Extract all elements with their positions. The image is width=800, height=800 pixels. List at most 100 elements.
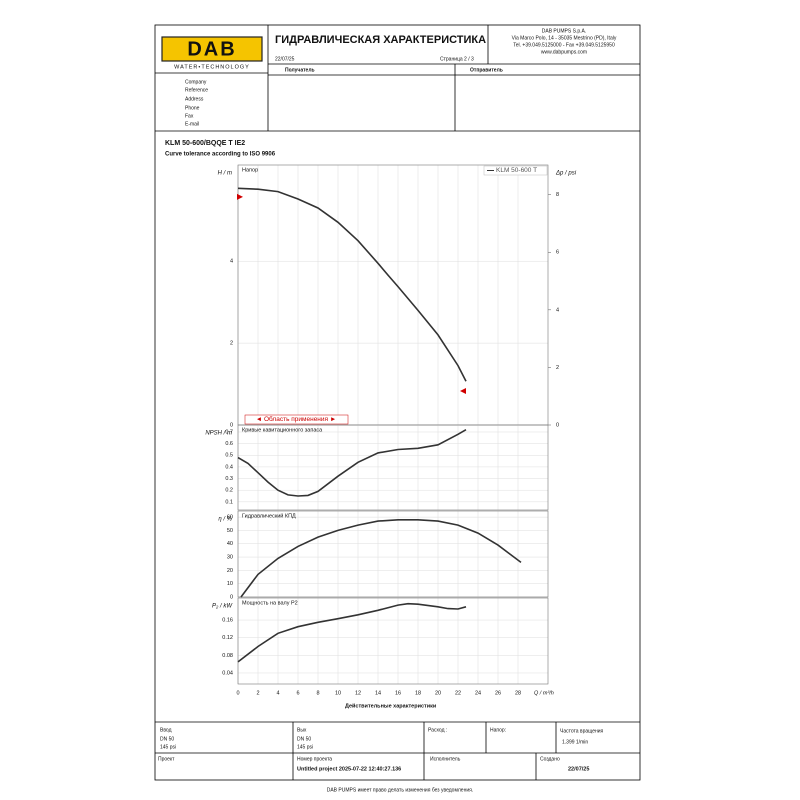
company-line: DAB PUMPS S.p.A. bbox=[542, 28, 586, 34]
legend-box bbox=[483, 165, 548, 176]
cell: 145 psi bbox=[297, 744, 313, 750]
y-tick-label: 50 bbox=[227, 528, 233, 534]
x-tick-label: 8 bbox=[316, 690, 319, 696]
contact-field: Fax bbox=[185, 113, 194, 119]
y-tick-label: 0.12 bbox=[222, 635, 233, 641]
cell: Untitled project 2025-07-22 12:40:27.136 bbox=[297, 766, 401, 772]
y-axis-label: H / m bbox=[218, 171, 232, 177]
y-tick-label: 60 bbox=[227, 515, 233, 521]
x-tick-label: 10 bbox=[335, 690, 341, 696]
company-line: www.dabpumps.com bbox=[541, 49, 587, 55]
plot-frame bbox=[237, 164, 549, 426]
x-tick-label: 4 bbox=[276, 690, 279, 696]
y-tick-label: 0 bbox=[230, 594, 233, 600]
x-tick-label: 0 bbox=[236, 690, 239, 696]
cell: Создано bbox=[540, 756, 560, 762]
date: 22/07/25 bbox=[275, 56, 295, 62]
y2-tick-label: 8 bbox=[556, 192, 559, 198]
y-tick-label: 30 bbox=[227, 555, 233, 561]
range-label: ◄ Область применения ► bbox=[256, 415, 337, 423]
y-tick-label: 0.6 bbox=[225, 441, 233, 447]
x-tick-label: 20 bbox=[435, 690, 441, 696]
cell: Напор: bbox=[490, 727, 506, 733]
curve bbox=[237, 187, 467, 382]
chart-annotation: Гидравлический КПД bbox=[242, 512, 296, 519]
y-tick-label: 0 bbox=[230, 422, 233, 428]
cell: 145 psi bbox=[160, 744, 176, 750]
cell: Вых bbox=[297, 727, 307, 733]
y-axis-label: η / % bbox=[218, 517, 232, 523]
cell: 22/07/25 bbox=[568, 766, 589, 772]
contact-field: Company bbox=[185, 79, 207, 85]
contact-field: Phone bbox=[185, 105, 200, 111]
doc-title: ГИДРАВЛИЧЕСКАЯ ХАРАКТЕРИСТИКА bbox=[275, 34, 486, 46]
y-tick-label: 0.16 bbox=[222, 618, 233, 624]
y2-tick-label: 6 bbox=[556, 250, 559, 256]
plot-frame bbox=[237, 510, 549, 598]
y-tick-label: 0.04 bbox=[222, 670, 233, 676]
plot-frame bbox=[237, 597, 549, 685]
company-line: Via Marco Polo, 14 - 35035 Mestrino (PD)… bbox=[512, 35, 617, 41]
x-tick-label: 28 bbox=[515, 690, 521, 696]
logo: DAB bbox=[187, 38, 236, 60]
cell: DN 50 bbox=[297, 736, 311, 742]
pump-model: KLM 50-600/BQQE T IE2 bbox=[165, 140, 245, 147]
contact-field: Address bbox=[185, 96, 204, 102]
x-tick-label: 22 bbox=[455, 690, 461, 696]
y2-tick-label: 4 bbox=[556, 307, 559, 313]
y2-axis-label: Δp / psi bbox=[555, 171, 577, 177]
x-caption: Действительные характеристики bbox=[345, 702, 436, 709]
chart-annotation: Напор bbox=[242, 167, 258, 173]
x-tick-label: 2 bbox=[256, 690, 259, 696]
y-tick-label: 0.7 bbox=[225, 429, 233, 435]
x-tick-label: 24 bbox=[475, 690, 481, 696]
y-tick-label: 0.5 bbox=[225, 453, 233, 459]
page-frame bbox=[154, 24, 641, 781]
contact-field: E-mail bbox=[185, 121, 199, 127]
range-box bbox=[244, 414, 349, 425]
y-tick-label: 2 bbox=[230, 341, 233, 347]
y-tick-label: 0.1 bbox=[225, 499, 233, 505]
tagline: WATER•TECHNOLOGY bbox=[174, 64, 250, 70]
disclaimer: DAB PUMPS имеет право делать изменения б… bbox=[327, 787, 474, 793]
y-tick-label: 0.08 bbox=[222, 653, 233, 659]
y-axis-label: P₂ / kW bbox=[212, 604, 233, 610]
x-tick-label: 12 bbox=[355, 690, 361, 696]
y-tick-label: 40 bbox=[227, 541, 233, 547]
recipient-label: Получатель bbox=[285, 67, 315, 73]
y-tick-label: 0.4 bbox=[225, 464, 233, 470]
contact-field: Reference bbox=[185, 87, 208, 93]
cell: Исполнитель bbox=[430, 756, 461, 762]
logo-box bbox=[161, 36, 263, 62]
y2-tick-label: 2 bbox=[556, 365, 559, 371]
cell: DN 50 bbox=[160, 736, 174, 742]
plot-frame bbox=[237, 424, 549, 511]
legend-entry: KLM 50-600 T bbox=[496, 167, 537, 174]
cell: Проект bbox=[158, 756, 175, 762]
curve bbox=[237, 429, 467, 497]
y-tick-label: 4 bbox=[230, 259, 233, 265]
x-axis-label: Q / m³/h bbox=[534, 690, 554, 696]
cell: Ввод bbox=[160, 727, 172, 733]
x-tick-label: 18 bbox=[415, 690, 421, 696]
page-no: Страница 2 / 3 bbox=[440, 56, 474, 62]
curve bbox=[237, 602, 467, 663]
sender-label: Отправитель bbox=[470, 67, 503, 73]
y-tick-label: 20 bbox=[227, 568, 233, 574]
y-axis-label: NPSH / m bbox=[205, 431, 232, 437]
tolerance: Curve tolerance according to ISO 9906 bbox=[165, 152, 276, 158]
cell: Расход : bbox=[428, 727, 447, 733]
cell: Номер проекта bbox=[297, 756, 332, 762]
y2-tick-label: 0 bbox=[556, 422, 559, 428]
chart-annotation: Кривые кавитационного запаса bbox=[242, 427, 323, 433]
tolerance-marker bbox=[460, 388, 466, 395]
x-tick-label: 26 bbox=[495, 690, 501, 696]
y-tick-label: 10 bbox=[227, 581, 233, 587]
chart-annotation: Мощность на валу P2 bbox=[242, 600, 298, 606]
company-line: Tel. +39.049.5125000 - Fax +39.049.51259… bbox=[513, 42, 615, 48]
y-tick-label: 0.2 bbox=[225, 488, 233, 494]
cell: Частота вращения bbox=[560, 728, 604, 734]
x-tick-label: 16 bbox=[395, 690, 401, 696]
curve bbox=[240, 519, 522, 598]
